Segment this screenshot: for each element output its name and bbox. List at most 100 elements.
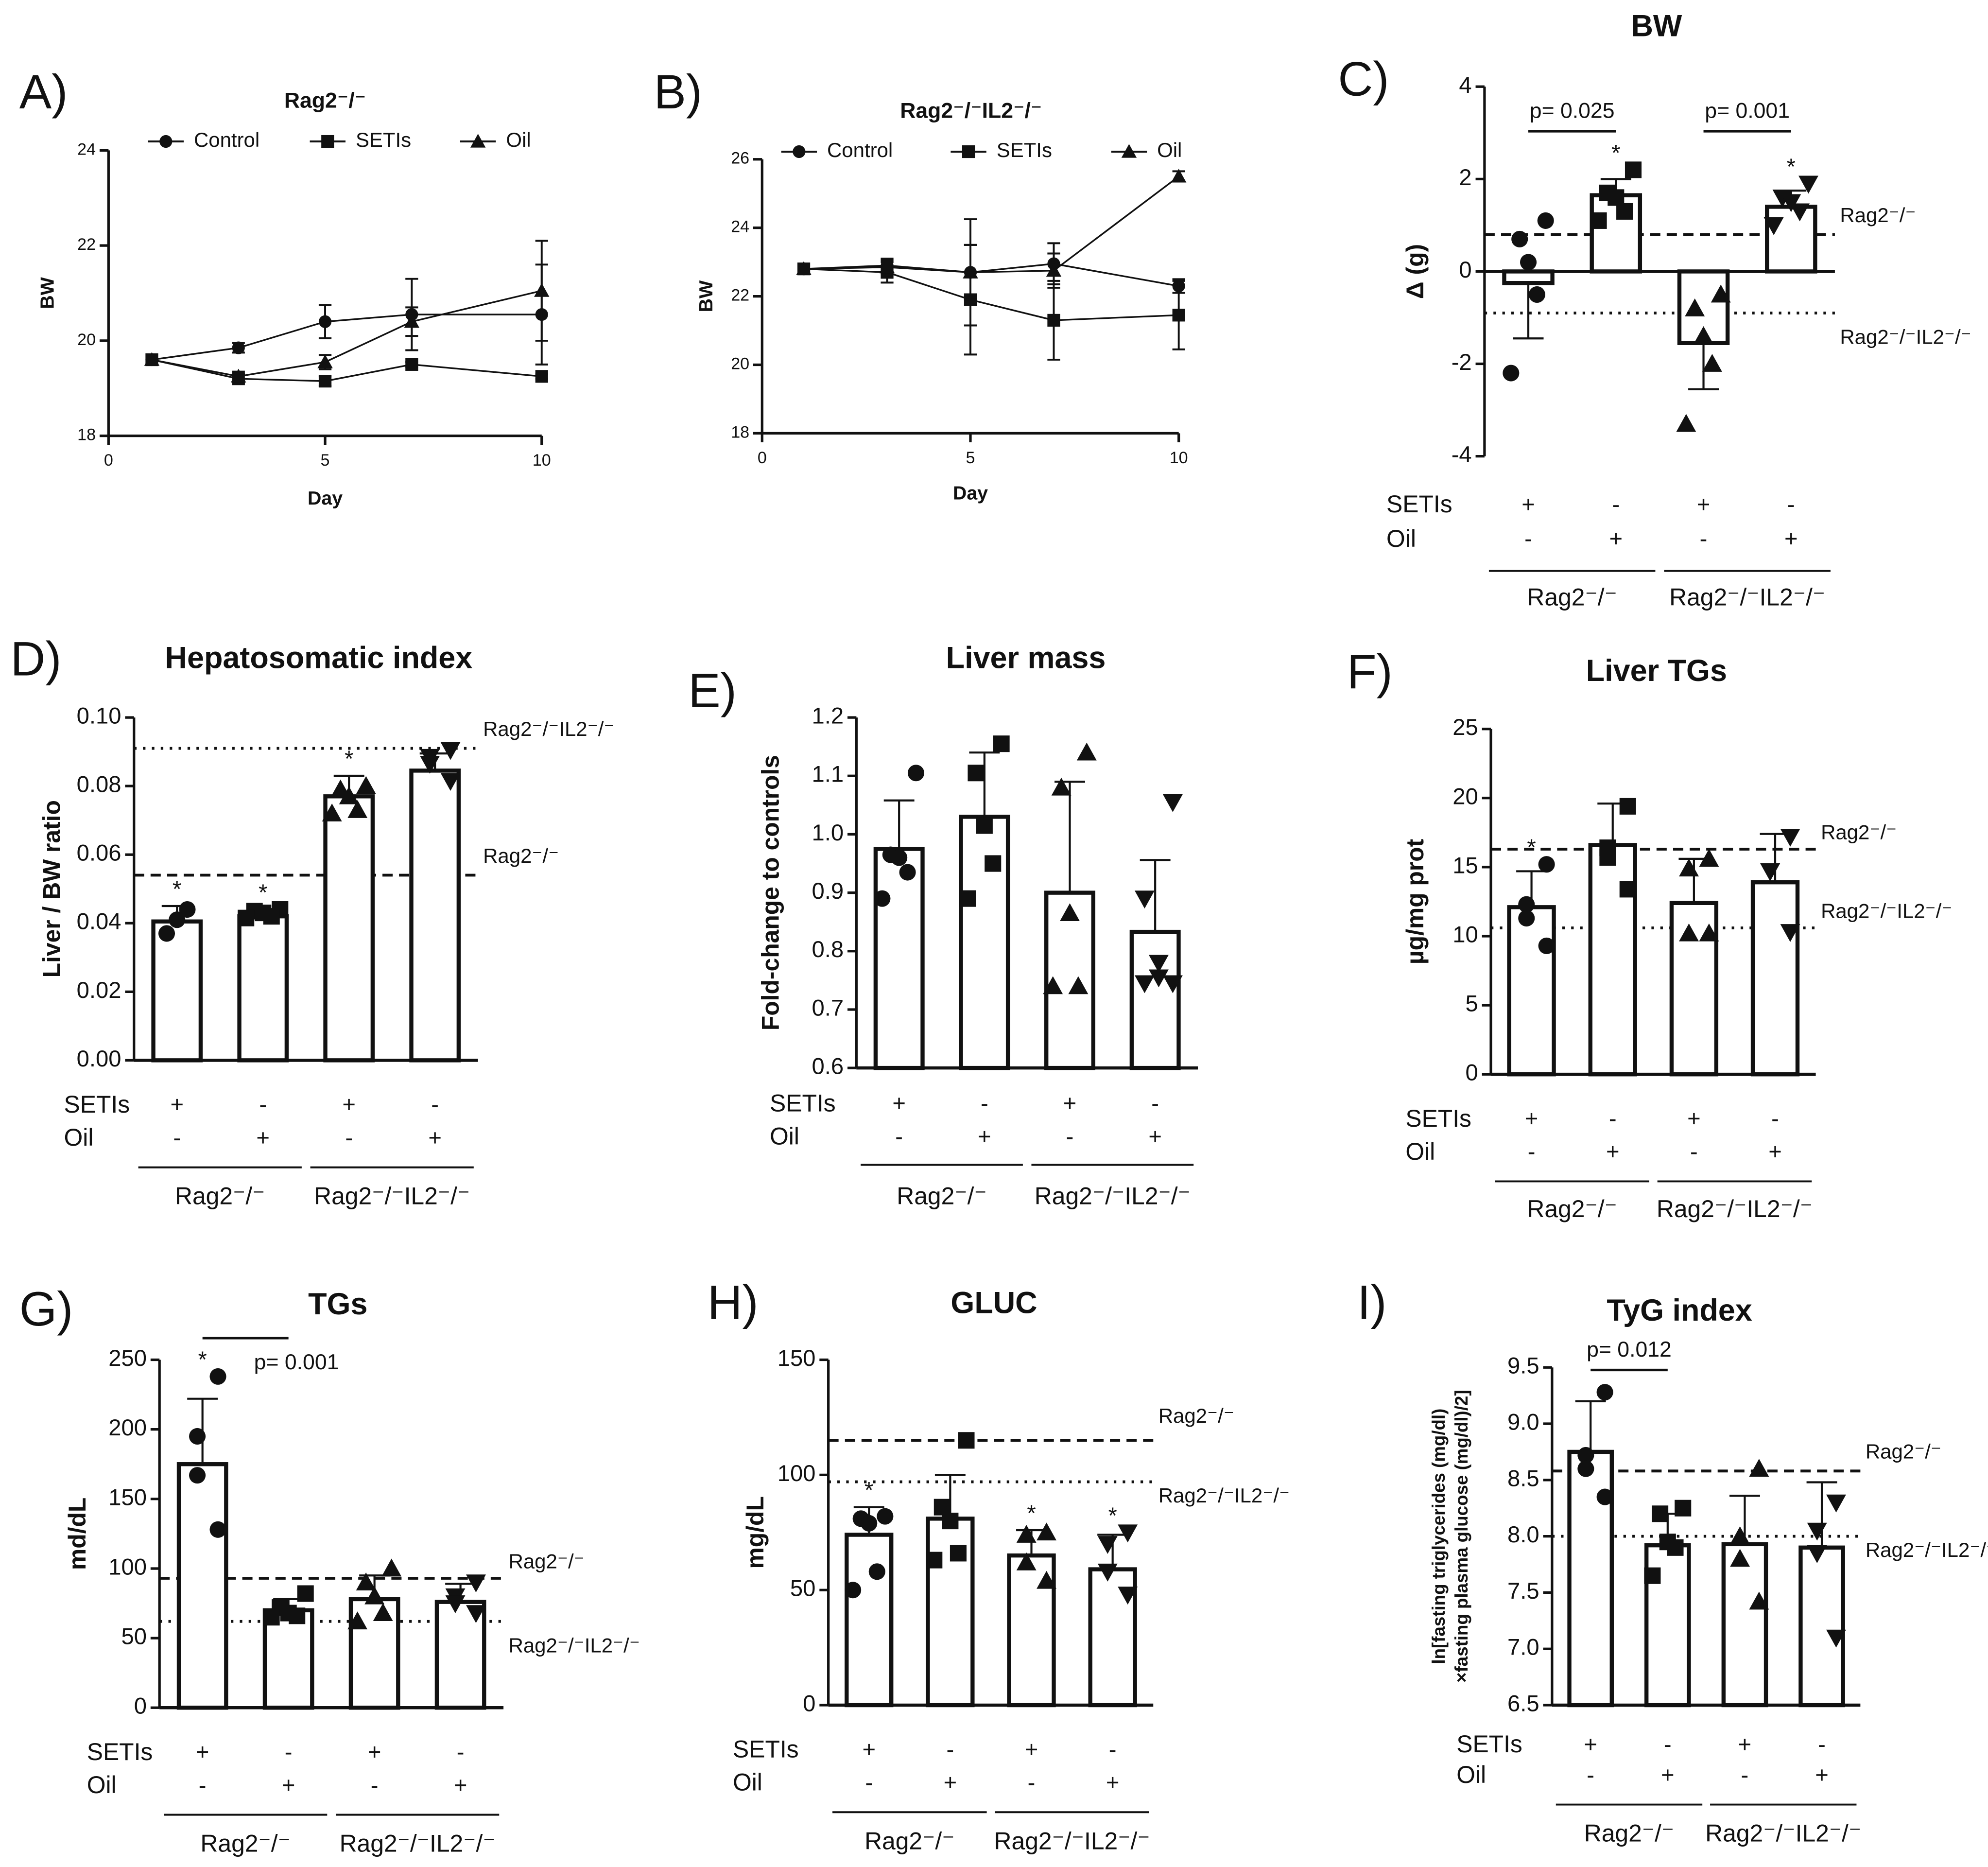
group-label: Rag2⁻/⁻ <box>175 1183 265 1210</box>
point <box>144 352 160 366</box>
setis-sign: - <box>1787 491 1795 517</box>
y-tick-label: 24 <box>731 218 749 236</box>
significance-star: * <box>1027 1501 1036 1526</box>
point <box>1016 1552 1037 1570</box>
y-axis-label: mg/dL <box>742 1496 769 1569</box>
y-tick-label: 0.06 <box>77 840 121 866</box>
bar <box>1798 1545 1845 1708</box>
p-value: p= 0.012 <box>1587 1338 1672 1361</box>
point <box>1685 298 1705 316</box>
point <box>1171 169 1187 183</box>
significance-star: * <box>1108 1503 1117 1529</box>
point <box>877 1508 894 1525</box>
point <box>1781 194 1801 212</box>
group-label: Rag2⁻/⁻IL2⁻/⁻ <box>1705 1820 1861 1847</box>
oil-sign: + <box>1768 1139 1782 1165</box>
legend-label: Control <box>194 128 259 151</box>
y-tick-label: 0.9 <box>812 878 844 904</box>
point <box>1749 1459 1769 1477</box>
point <box>232 341 245 354</box>
oil-sign: + <box>282 1772 295 1798</box>
point <box>189 1467 206 1484</box>
chart-title: Hepatosomatic index <box>165 641 473 675</box>
significance-star: * <box>173 876 181 902</box>
panel-letter: C) <box>1338 52 1389 106</box>
point <box>933 1499 951 1516</box>
panel-letter: G) <box>19 1282 73 1336</box>
x-tick-label: 0 <box>104 451 113 470</box>
point <box>404 314 420 328</box>
point <box>169 911 186 928</box>
y-tick-label: 0.6 <box>812 1054 844 1080</box>
y-tick-label: 150 <box>778 1345 816 1371</box>
point <box>942 1513 959 1530</box>
point <box>1518 910 1535 927</box>
series-line <box>152 314 542 361</box>
bar <box>1507 905 1556 1077</box>
point <box>263 908 280 925</box>
group-label: Rag2⁻/⁻IL2⁻/⁻ <box>314 1183 470 1210</box>
bar <box>409 768 461 1063</box>
y-tick-label: 26 <box>731 149 749 168</box>
oil-sign: + <box>256 1125 270 1151</box>
bar <box>1750 880 1800 1077</box>
y-tick-label: 22 <box>731 286 749 305</box>
point <box>1097 1563 1118 1582</box>
oil-sign: + <box>1784 526 1798 552</box>
point <box>1503 365 1520 382</box>
chart-title: GLUC <box>951 1286 1037 1320</box>
setis-sign: + <box>892 1091 906 1117</box>
bar <box>1129 929 1181 1070</box>
setis-sign: - <box>1664 1731 1672 1757</box>
point <box>907 765 924 782</box>
oil-sign: + <box>1815 1762 1829 1788</box>
point <box>1608 189 1625 206</box>
point <box>189 1428 206 1445</box>
point <box>861 1515 878 1532</box>
point <box>1679 858 1699 877</box>
point <box>963 264 978 279</box>
point <box>238 909 255 926</box>
y-tick-label: 100 <box>778 1461 816 1486</box>
setis-sign: + <box>1584 1731 1597 1757</box>
point <box>1807 1545 1827 1563</box>
point <box>1148 969 1169 988</box>
point <box>1807 1522 1827 1541</box>
y-axis-label: Fold-change to controls <box>757 755 784 1030</box>
bar <box>237 914 289 1063</box>
point <box>1538 937 1555 954</box>
y-tick-label: 20 <box>1452 784 1478 809</box>
oil-sign: + <box>428 1125 442 1151</box>
bar <box>959 815 1010 1070</box>
panel-letter: I) <box>1357 1276 1387 1330</box>
oil-sign: - <box>173 1125 181 1151</box>
point <box>1730 1549 1750 1567</box>
y-tick-label: 20 <box>731 355 749 373</box>
oil-sign: - <box>1700 526 1708 552</box>
row-label: Oil <box>770 1122 799 1150</box>
point <box>1051 777 1072 796</box>
reference-label: Rag2⁻/⁻ <box>483 844 559 867</box>
oil-sign: + <box>1106 1770 1120 1796</box>
setis-sign: - <box>947 1737 954 1762</box>
x-tick-label: 10 <box>1170 449 1188 467</box>
bar <box>1721 1542 1768 1708</box>
significance-star: * <box>345 746 353 772</box>
error-bar <box>1806 1481 1837 1548</box>
row-label: SETIs <box>1386 490 1452 518</box>
reference-label: Rag2⁻/⁻ <box>1840 204 1916 227</box>
oil-sign: - <box>371 1772 379 1798</box>
point <box>1667 1539 1684 1556</box>
oil-sign: - <box>895 1124 903 1150</box>
point <box>1118 1587 1138 1605</box>
setis-sign: + <box>1521 491 1535 517</box>
panel-letter: H) <box>708 1276 759 1330</box>
point <box>1060 903 1080 922</box>
setis-sign: + <box>342 1092 356 1117</box>
point <box>1037 1570 1056 1589</box>
point <box>405 358 418 371</box>
point <box>318 315 332 328</box>
y-tick-label: 9.5 <box>1507 1353 1539 1379</box>
y-tick-label: 0.00 <box>77 1046 121 1072</box>
point <box>1699 923 1719 942</box>
